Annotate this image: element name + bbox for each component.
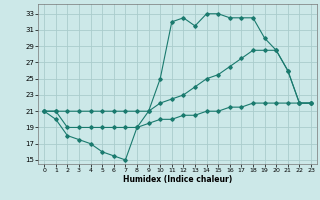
X-axis label: Humidex (Indice chaleur): Humidex (Indice chaleur) [123, 175, 232, 184]
